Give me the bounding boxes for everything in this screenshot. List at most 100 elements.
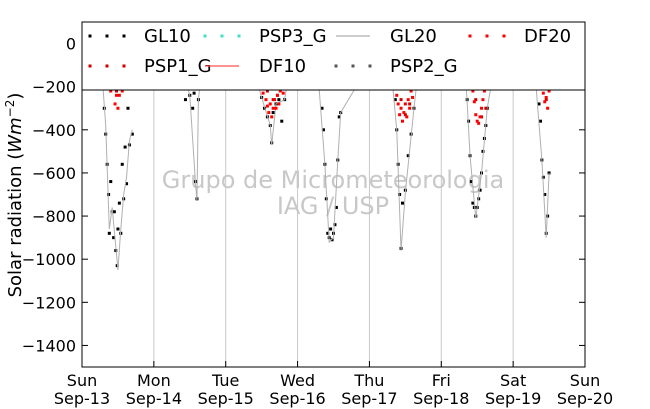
legend-label: PSP3_G <box>259 26 327 47</box>
data-point-gl10 <box>116 227 120 231</box>
series-line-gl20 <box>252 67 289 145</box>
y-tick-label: −1400 <box>22 336 76 355</box>
legend-label: PSP2_G <box>390 56 458 77</box>
data-point-df20 <box>117 93 121 97</box>
data-point-gl10 <box>123 145 127 149</box>
legend-swatch <box>88 34 92 38</box>
data-point-df20 <box>116 106 120 110</box>
data-point-df20 <box>546 106 550 110</box>
data-point-gl10 <box>333 223 337 227</box>
data-point-psp1_g <box>484 106 488 110</box>
legend-label: GL20 <box>390 26 437 47</box>
data-point-gl10 <box>183 98 187 102</box>
data-point-gl10 <box>337 115 341 119</box>
data-point-df20 <box>544 95 548 99</box>
legend-swatch <box>88 64 92 68</box>
data-point-gl10 <box>130 132 134 136</box>
data-point-df20 <box>120 89 124 93</box>
data-point-df20 <box>271 106 275 110</box>
data-point-gl10 <box>393 98 397 102</box>
legend-entry-psp3_g: PSP3_G <box>203 26 327 47</box>
legend-swatch <box>485 34 489 38</box>
data-point-df20 <box>396 102 400 106</box>
x-axis-ticks: SunSep-13MonSep-14TueSep-15WedSep-16ThuS… <box>54 361 613 408</box>
data-point-gl10 <box>543 193 547 196</box>
data-point-df20 <box>275 93 279 97</box>
legend-swatch <box>468 34 472 38</box>
series-line-gl20 <box>100 65 133 271</box>
data-point-df20 <box>480 106 484 110</box>
data-point-df20 <box>481 98 485 102</box>
data-point-df20 <box>264 98 268 102</box>
watermark-line-1: Grupo de Micrometeorologia <box>162 166 504 194</box>
data-point-df20 <box>406 98 410 102</box>
series-line-gl20 <box>182 67 202 202</box>
data-point-psp1_g <box>265 89 269 93</box>
data-point-df20 <box>409 89 413 93</box>
data-point-df20 <box>274 106 278 110</box>
data-point-gl10 <box>191 106 195 110</box>
data-point-df20 <box>261 91 265 95</box>
legend-label: PSP1_G <box>144 56 212 77</box>
data-point-gl10 <box>469 180 473 184</box>
x-tick-label-date: Sep-19 <box>485 389 541 408</box>
y-tick-label: −1200 <box>22 293 76 312</box>
data-point-gl10 <box>109 180 113 184</box>
x-tick-label-day: Fri <box>432 371 451 390</box>
data-point-df20 <box>113 102 117 106</box>
data-point-df20 <box>273 98 277 102</box>
series-line-gl20 <box>465 73 494 219</box>
legend-label: DF20 <box>524 26 571 47</box>
y-tick-label: −600 <box>32 164 76 183</box>
legend-swatch <box>351 64 355 68</box>
legend-swatch <box>368 64 372 68</box>
data-point-psp1_g <box>114 89 118 93</box>
data-point-gl10 <box>330 238 334 242</box>
data-point-gl10 <box>192 91 196 95</box>
data-point-df20 <box>395 93 399 97</box>
data-point-gl10 <box>398 193 402 196</box>
y-tick-label: 0 <box>66 35 76 54</box>
data-point-df20 <box>541 91 545 95</box>
data-point-psp1_g <box>474 98 478 102</box>
x-tick-label-date: Sep-14 <box>126 389 182 408</box>
data-point-gl10 <box>117 201 121 205</box>
y-tick-label: −200 <box>32 78 76 97</box>
data-point-df20 <box>278 89 282 93</box>
data-point-df20 <box>482 89 486 93</box>
y-axis-label: Solar radiation (Wm−2) <box>3 93 26 298</box>
data-point-df20 <box>270 115 274 119</box>
data-point-gl10 <box>471 201 475 205</box>
data-point-df20 <box>268 102 272 106</box>
data-point-gl10 <box>329 227 333 231</box>
data-point-gl10 <box>271 111 275 115</box>
x-tick-label-date: Sep-17 <box>341 389 397 408</box>
legend-entry-psp1_g: PSP1_G <box>88 56 212 77</box>
y-tick-label: −400 <box>32 121 76 140</box>
data-point-gl10 <box>406 154 410 158</box>
y-tick-label: −800 <box>32 207 76 226</box>
legend-entry-gl10: GL10 <box>88 26 191 47</box>
data-point-gl10 <box>320 106 324 110</box>
data-point-gl10 <box>478 188 482 192</box>
data-point-gl10 <box>400 201 404 205</box>
legend-box <box>81 21 586 91</box>
x-tick-label-day: Wed <box>280 371 315 390</box>
data-point-gl10 <box>537 102 541 106</box>
data-point-df20 <box>478 115 482 119</box>
data-point-gl10 <box>321 128 325 132</box>
data-point-gl10 <box>126 106 130 110</box>
data-point-df20 <box>265 104 269 108</box>
data-point-psp1_g <box>544 98 548 102</box>
x-tick-label-day: Sun <box>570 371 600 390</box>
legend-label: GL10 <box>144 26 191 47</box>
data-point-df20 <box>281 91 285 95</box>
x-tick-label-day: Thu <box>353 371 384 390</box>
legend-swatch <box>334 64 338 68</box>
x-tick-label-day: Sat <box>500 371 526 390</box>
data-point-gl10 <box>125 182 129 186</box>
legend-swatch <box>105 34 109 38</box>
data-point-df20 <box>471 89 475 93</box>
legend-entry-gl20: GL20 <box>336 26 437 47</box>
